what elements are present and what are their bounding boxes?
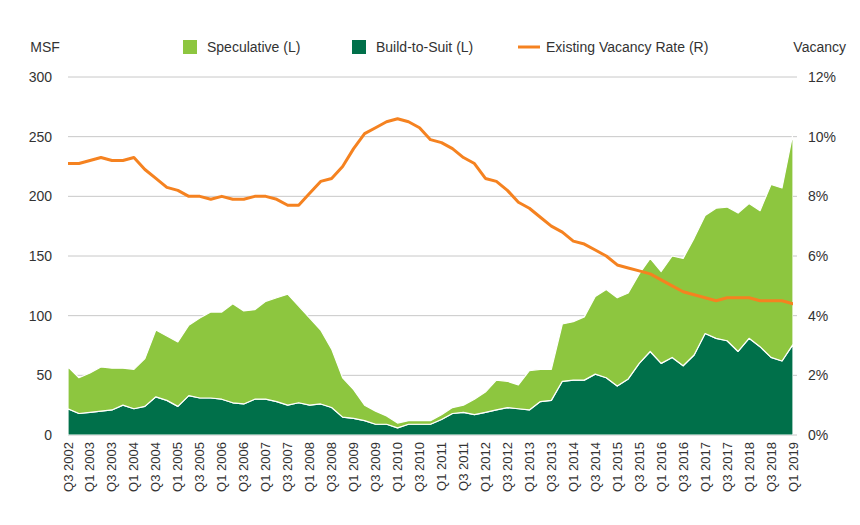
x-tick-label: Q1 2012 xyxy=(478,442,493,492)
legend-label: Speculative (L) xyxy=(207,39,300,55)
y2-tick-label: 6% xyxy=(808,248,828,264)
y2-tick xyxy=(793,315,797,316)
x-tick-label: Q3 2011 xyxy=(456,442,471,491)
x-tick-label: Q1 2014 xyxy=(566,442,581,492)
x-tick-label: Q3 2016 xyxy=(676,442,691,492)
area xyxy=(68,133,793,428)
x-tick-label: Q3 2014 xyxy=(588,442,603,492)
y-tick-label: 250 xyxy=(29,129,53,145)
x-tick-label: Q1 2003 xyxy=(82,442,97,492)
x-tick-label: Q1 2015 xyxy=(610,442,625,492)
y2-tick-label: 12% xyxy=(808,69,836,85)
x-tick-label: Q3 2002 xyxy=(61,442,76,492)
y2-tick xyxy=(793,136,797,137)
x-tick-label: Q1 2004 xyxy=(126,442,141,492)
y2-axis-title: Vacancy xyxy=(793,39,846,55)
y-tick-label: 300 xyxy=(29,69,53,85)
y2-tick xyxy=(793,77,797,78)
grid-line xyxy=(68,136,793,137)
legend-swatch xyxy=(183,40,197,54)
y2-tick-label: 0% xyxy=(808,427,828,443)
legend-label: Existing Vacancy Rate (R) xyxy=(546,39,708,55)
x-tick-label: Q1 2005 xyxy=(170,442,185,492)
legend: Speculative (L) Build-to-Suit (L) Existing… xyxy=(183,39,708,55)
x-tick-label: Q3 2018 xyxy=(764,442,779,492)
grid-line xyxy=(68,77,793,78)
grid xyxy=(68,77,793,435)
x-tick-label: Q1 2009 xyxy=(346,442,361,492)
x-tick-label: Q3 2005 xyxy=(192,442,207,492)
x-tick-label: Q3 2010 xyxy=(412,442,427,492)
x-tick-label: Q1 2006 xyxy=(214,442,229,492)
x-tick-label: Q3 2013 xyxy=(544,442,559,492)
y2-tick xyxy=(793,435,797,436)
y2-tick-label: 10% xyxy=(808,129,836,145)
y2-tick xyxy=(793,256,797,257)
x-tick-label: Q3 2012 xyxy=(500,442,515,492)
y-tick-label: 100 xyxy=(29,308,53,324)
y-tick-label: 50 xyxy=(36,367,52,383)
y2-tick-label: 2% xyxy=(808,367,828,383)
x-tick-label: Q3 2015 xyxy=(632,442,647,492)
y-axis-title: MSF xyxy=(30,39,60,55)
legend-label: Build-to-Suit (L) xyxy=(376,39,473,55)
plot-area xyxy=(68,119,793,435)
x-tick-label: Q1 2017 xyxy=(698,442,713,492)
x-tick-label: Q3 2003 xyxy=(104,442,119,492)
chart: 0 50 100 150 200 250 300 0% 2% 4% 6% 8% 10% 12% MSF Vac… xyxy=(0,0,860,525)
x-tick-label: Q3 2017 xyxy=(720,442,735,492)
x-tick-label: Q3 2009 xyxy=(368,442,383,492)
grid-line xyxy=(68,196,793,197)
legend-swatch xyxy=(518,46,540,49)
x-tick-label: Q3 2006 xyxy=(236,442,251,492)
y-tick-label: 200 xyxy=(29,188,53,204)
x-tick-label: Q3 2008 xyxy=(324,442,339,492)
x-tick-label: Q1 2013 xyxy=(522,442,537,492)
x-tick-label: Q3 2004 xyxy=(148,442,163,492)
x-tick-label: Q1 2011 xyxy=(434,442,449,491)
x-tick-label: Q3 2007 xyxy=(280,442,295,492)
y2-tick xyxy=(793,196,797,197)
line xyxy=(68,119,793,304)
y2-tick-label: 8% xyxy=(808,188,828,204)
legend-swatch xyxy=(352,40,366,54)
x-tick-label: Q1 2010 xyxy=(390,442,405,492)
x-tick-label: Q1 2007 xyxy=(258,442,273,492)
x-tick-label: Q1 2016 xyxy=(654,442,669,492)
x-tick-label: Q1 2018 xyxy=(742,442,757,492)
y-tick-label: 150 xyxy=(29,248,53,264)
y-tick-label: 0 xyxy=(44,427,52,443)
y2-tick-label: 4% xyxy=(808,308,828,324)
x-tick-label: Q1 2008 xyxy=(302,442,317,492)
y2-tick xyxy=(793,375,797,376)
x-tick-label: Q1 2019 xyxy=(786,442,801,492)
